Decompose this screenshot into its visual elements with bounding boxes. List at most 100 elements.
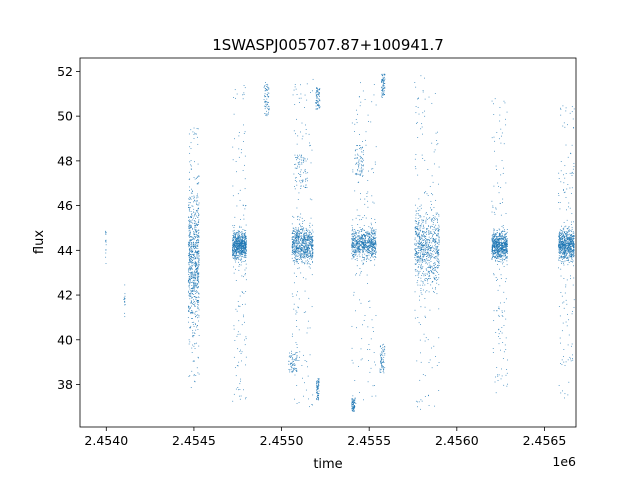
data-point	[245, 356, 247, 358]
data-point	[498, 235, 499, 237]
data-point	[492, 252, 494, 254]
data-point	[301, 122, 303, 124]
data-point	[244, 241, 246, 243]
data-point	[356, 252, 358, 253]
data-point	[361, 234, 363, 236]
data-point	[293, 249, 294, 251]
data-point	[420, 361, 422, 363]
data-point	[235, 238, 237, 240]
data-point	[192, 335, 194, 337]
data-point	[294, 242, 296, 244]
data-point	[189, 190, 191, 191]
data-point	[426, 219, 428, 220]
data-point	[496, 232, 498, 234]
data-point	[426, 193, 428, 195]
data-point	[419, 209, 421, 211]
data-point	[355, 244, 357, 246]
data-point	[380, 352, 382, 354]
data-point	[364, 238, 366, 240]
data-point	[372, 243, 374, 245]
data-point	[317, 103, 319, 105]
data-point	[293, 368, 295, 370]
data-point	[433, 268, 435, 269]
data-point	[506, 243, 508, 245]
data-point	[188, 207, 189, 208]
data-point	[358, 160, 360, 162]
data-point	[297, 230, 298, 232]
data-point	[316, 87, 318, 89]
data-point	[370, 245, 372, 247]
data-point	[311, 246, 312, 248]
data-point	[196, 256, 198, 258]
data-point	[188, 294, 190, 296]
data-point	[500, 254, 502, 255]
data-point	[352, 362, 354, 364]
data-point	[196, 253, 198, 255]
data-point	[192, 228, 194, 229]
data-point	[374, 259, 376, 261]
data-point	[197, 244, 198, 246]
data-point	[265, 113, 267, 115]
data-point	[193, 271, 195, 273]
data-point	[196, 237, 198, 238]
data-point	[364, 203, 366, 205]
data-point	[364, 237, 366, 239]
data-point	[435, 287, 436, 289]
data-point	[244, 208, 246, 210]
data-point	[197, 253, 198, 255]
data-point	[297, 240, 299, 242]
data-point	[304, 158, 306, 160]
data-point	[234, 245, 236, 247]
data-point	[381, 350, 383, 352]
data-point	[311, 242, 313, 244]
data-point	[420, 226, 422, 228]
data-point	[189, 265, 191, 267]
data-point	[194, 333, 196, 334]
data-point	[240, 264, 242, 266]
data-point	[354, 154, 356, 156]
data-point	[496, 264, 498, 265]
data-point	[245, 242, 247, 243]
data-point	[363, 259, 365, 261]
data-point	[244, 155, 246, 157]
data-point	[297, 249, 299, 251]
data-point	[384, 346, 386, 347]
data-point	[193, 244, 194, 246]
data-point	[364, 99, 366, 100]
data-point	[294, 254, 295, 256]
data-point	[192, 237, 194, 239]
data-point	[364, 257, 366, 259]
data-point	[198, 207, 200, 209]
data-point	[190, 301, 192, 303]
data-point	[419, 245, 421, 247]
data-point	[372, 246, 373, 248]
data-point	[195, 250, 197, 252]
data-point	[493, 233, 494, 235]
data-point	[382, 366, 384, 367]
data-point	[422, 289, 424, 291]
data-point	[374, 247, 375, 249]
data-point	[355, 403, 357, 404]
data-point	[192, 303, 193, 305]
data-point	[415, 112, 417, 114]
data-point	[428, 267, 430, 269]
data-point	[188, 209, 190, 211]
data-point	[105, 241, 107, 243]
data-point	[296, 356, 298, 358]
data-point	[299, 252, 301, 254]
data-point	[352, 251, 353, 253]
data-point	[357, 242, 359, 243]
data-point	[192, 280, 194, 282]
data-point	[423, 273, 425, 275]
data-point	[425, 256, 427, 257]
data-point	[370, 230, 372, 232]
data-point	[382, 88, 384, 90]
data-point	[294, 239, 296, 241]
data-point	[300, 240, 301, 241]
data-point	[305, 133, 307, 135]
data-point	[432, 287, 433, 289]
data-point	[366, 255, 368, 257]
data-point	[381, 365, 383, 367]
data-point	[236, 93, 238, 95]
data-point	[351, 359, 353, 361]
